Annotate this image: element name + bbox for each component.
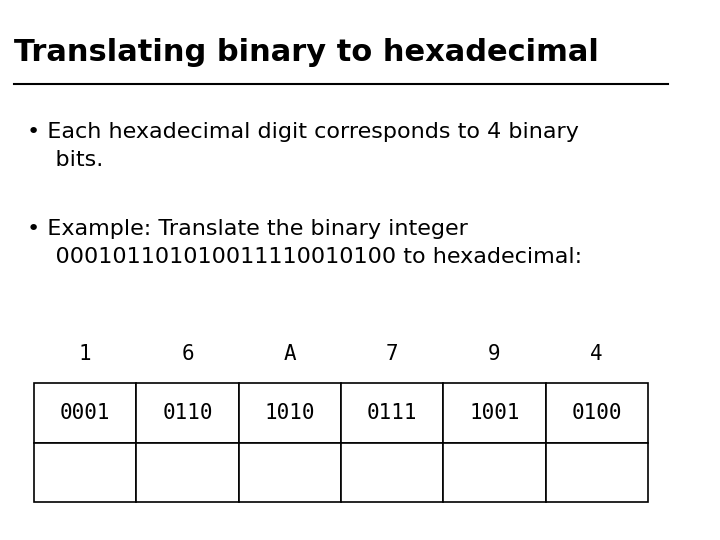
Text: 6: 6 [181,343,194,364]
Text: 1: 1 [79,343,91,364]
Text: 0001: 0001 [60,403,110,423]
Text: 4: 4 [590,343,603,364]
Text: 1001: 1001 [469,403,520,423]
Text: • Each hexadecimal digit corresponds to 4 binary
    bits.: • Each hexadecimal digit corresponds to … [27,122,579,170]
Text: 9: 9 [488,343,500,364]
Text: • Example: Translate the binary integer
    000101101010011110010100 to hexadeci: • Example: Translate the binary integer … [27,219,582,267]
Text: 0111: 0111 [367,403,418,423]
Text: 0100: 0100 [572,403,622,423]
Text: A: A [284,343,296,364]
Text: 1010: 1010 [264,403,315,423]
Text: Translating binary to hexadecimal: Translating binary to hexadecimal [14,38,598,67]
Text: 7: 7 [386,343,398,364]
Text: 0110: 0110 [162,403,213,423]
